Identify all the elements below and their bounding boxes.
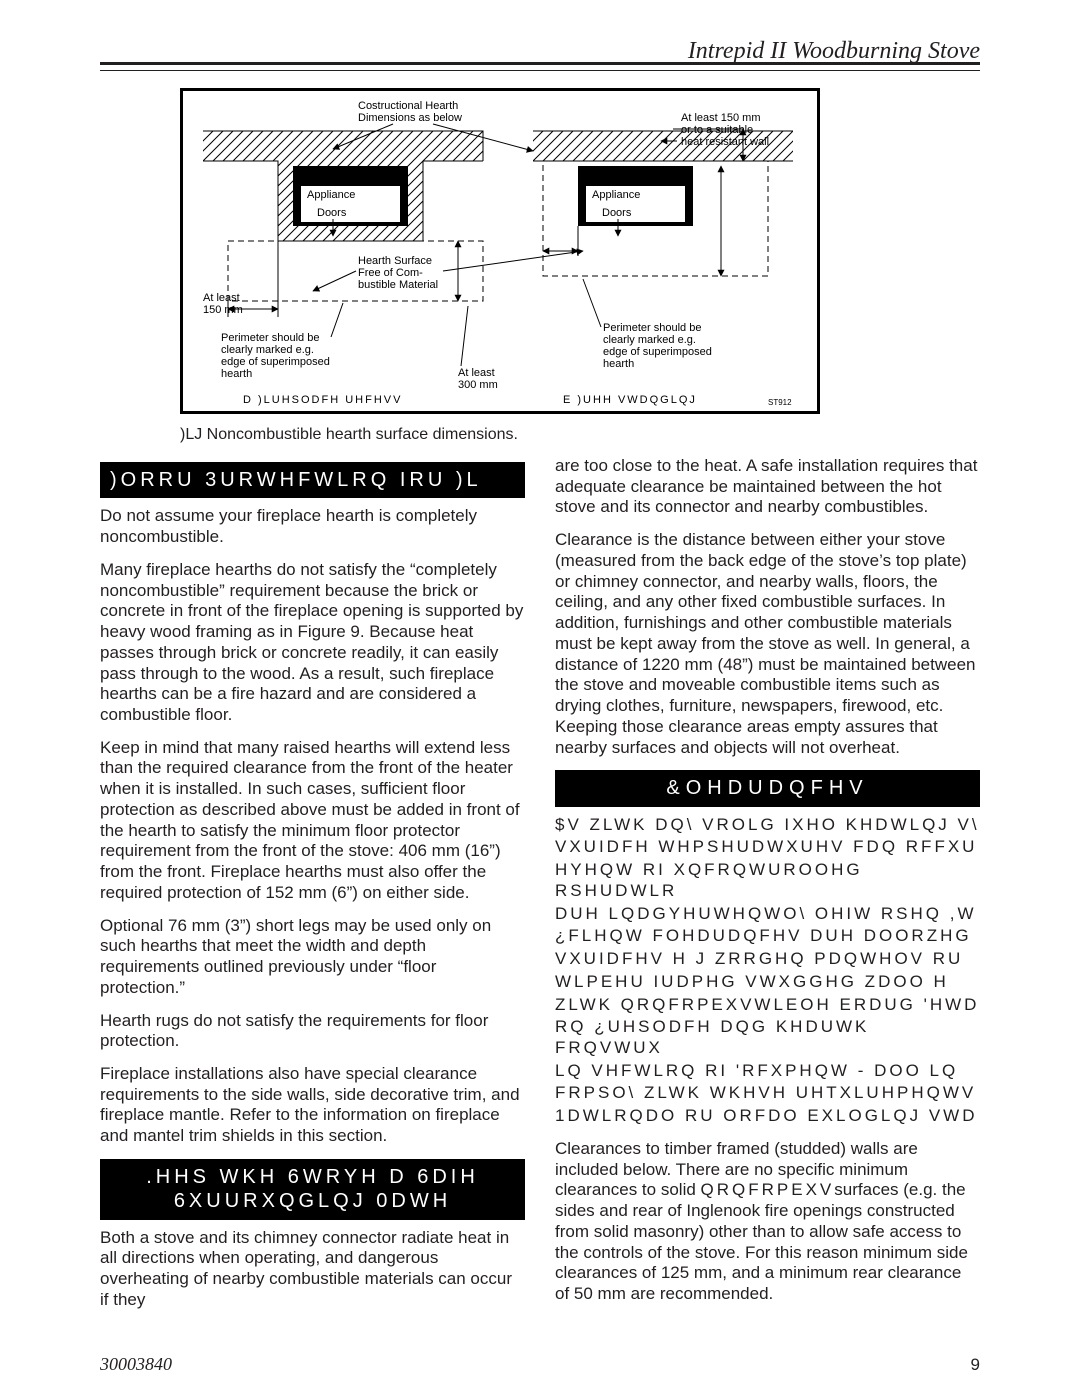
heading-clearances: &OHDUDQFHV xyxy=(555,770,980,806)
svg-text:Doors: Doors xyxy=(317,207,347,219)
coded-line: HYHQW RI XQFRQWUROOHG RSHUDWLR xyxy=(555,860,980,901)
svg-text:clearly marked e.g.: clearly marked e.g. xyxy=(221,344,314,356)
svg-text:Appliance: Appliance xyxy=(307,189,355,201)
coded-line: DUH LQDGYHUWHQWO\ OHIW RSHQ ,W xyxy=(555,904,980,925)
figure-code: ST912 xyxy=(768,398,792,407)
para: Many fireplace hearths do not satisfy th… xyxy=(100,560,525,726)
footer-page-number: 9 xyxy=(971,1355,980,1375)
svg-text:Perimeter should be: Perimeter should be xyxy=(603,322,701,334)
figure-caption: )LJ Noncombustible hearth surface dimens… xyxy=(180,426,820,444)
svg-text:or to a suitable: or to a suitable xyxy=(681,124,753,136)
coded-line: VXUIDFH WHPSHUDWXUHV FDQ RFFXU xyxy=(555,837,980,858)
svg-text:At least: At least xyxy=(203,292,240,304)
p10c: surfaces (e.g. xyxy=(834,1180,937,1199)
hearth-diagram: Appliance Doors At least 150 mm At least… xyxy=(183,91,817,411)
panel-a-label: D )LUHSODFH UHFHVV xyxy=(243,394,402,406)
p10b: QRQFRPEXV xyxy=(701,1180,835,1199)
coded-line: VXUIDFHV H J ZRRGHQ PDQWHOV RU xyxy=(555,949,980,970)
para: Optional 76 mm (3”) short legs may be us… xyxy=(100,916,525,999)
para: Fireplace installations also have specia… xyxy=(100,1064,525,1147)
fig-text: Noncombustible hearth surface dimensions… xyxy=(207,426,518,443)
svg-text:At least 150 mm: At least 150 mm xyxy=(681,112,760,124)
panel-b-label: E )UHH VWDQGLQJ xyxy=(563,394,697,406)
para: Do not assume your fireplace hearth is c… xyxy=(100,506,525,547)
coded-line: $V ZLWK DQ\ VROLG IXHO KHDWLQJ V\ xyxy=(555,815,980,836)
svg-text:Hearth Surface: Hearth Surface xyxy=(358,255,432,267)
running-head: Intrepid II Woodburning Stove xyxy=(688,38,980,65)
svg-text:edge of superimposed: edge of superimposed xyxy=(603,346,712,358)
svg-text:Perimeter should be: Perimeter should be xyxy=(221,332,319,344)
svg-text:edge of superimposed: edge of superimposed xyxy=(221,356,330,368)
heading-floor-protection: )ORRU 3URWHFWLRQ IRU )L xyxy=(100,462,525,498)
svg-text:hearth: hearth xyxy=(603,358,634,370)
figure-frame: Appliance Doors At least 150 mm At least… xyxy=(180,88,820,414)
para: Clearances to timber framed (studded) wa… xyxy=(555,1139,980,1305)
svg-text:Free of Com-: Free of Com- xyxy=(358,267,423,279)
coded-line: 1DWLRQDO RU ORFDO EXLOGLQJ VWD xyxy=(555,1106,980,1127)
coded-line: ZLWK QRQFRPEXVWLEOH ERDUG 'HWD xyxy=(555,995,980,1016)
svg-text:Appliance: Appliance xyxy=(592,189,640,201)
svg-text:hearth: hearth xyxy=(221,368,252,380)
svg-text:150 mm: 150 mm xyxy=(203,304,243,316)
rule-thin xyxy=(100,70,980,71)
para: Clearance is the distance between either… xyxy=(555,530,980,758)
svg-text:bustible Material: bustible Material xyxy=(358,279,438,291)
coded-line: RQ ¿UHSODFH DQG KHDUWK FRQVWUX xyxy=(555,1017,980,1058)
rule-thick xyxy=(100,62,980,65)
coded-line: WLPEHU IUDPHG VWXGGHG ZDOO H xyxy=(555,972,980,993)
page: Intrepid II Woodburning Stove Appliance … xyxy=(0,0,1080,1397)
svg-text:Costructional Hearth: Costructional Hearth xyxy=(358,100,458,112)
para: are too close to the heat. A safe instal… xyxy=(555,456,980,518)
svg-text:At least: At least xyxy=(458,367,495,379)
svg-text:Dimensions as below: Dimensions as below xyxy=(358,112,462,124)
svg-text:clearly marked e.g.: clearly marked e.g. xyxy=(603,334,696,346)
coded-line: ¿FLHQW FOHDUDQFHV DUH DOORZHG xyxy=(555,926,980,947)
coded-line: FRPSO\ ZLWK WKHVH UHTXLUHPHQWV xyxy=(555,1083,980,1104)
heading-keep-safe: .HHS WKH 6WRYH D 6DIH 6XUURXQGLQJ 0DWH xyxy=(100,1159,525,1220)
bar2-line2: 6XUURXQGLQJ 0DWH xyxy=(174,1190,451,1212)
footer-doc-number: 30003840 xyxy=(100,1354,172,1375)
coded-line: LQ VHFWLRQ RI 'RFXPHQW - DOO LQ xyxy=(555,1061,980,1082)
svg-text:300 mm: 300 mm xyxy=(458,379,498,391)
svg-text:heat resistant wall: heat resistant wall xyxy=(681,136,769,148)
body-columns: )ORRU 3URWHFWLRQ IRU )L Do not assume yo… xyxy=(100,456,980,1337)
fig-prefix: )LJ xyxy=(180,426,207,443)
para: Both a stove and its chimney connector r… xyxy=(100,1228,525,1311)
para: Keep in mind that many raised hearths wi… xyxy=(100,738,525,904)
bar2-line1: .HHS WKH 6WRYH D 6DIH xyxy=(146,1166,479,1188)
para: Hearth rugs do not satisfy the requireme… xyxy=(100,1011,525,1052)
svg-text:Doors: Doors xyxy=(602,207,632,219)
